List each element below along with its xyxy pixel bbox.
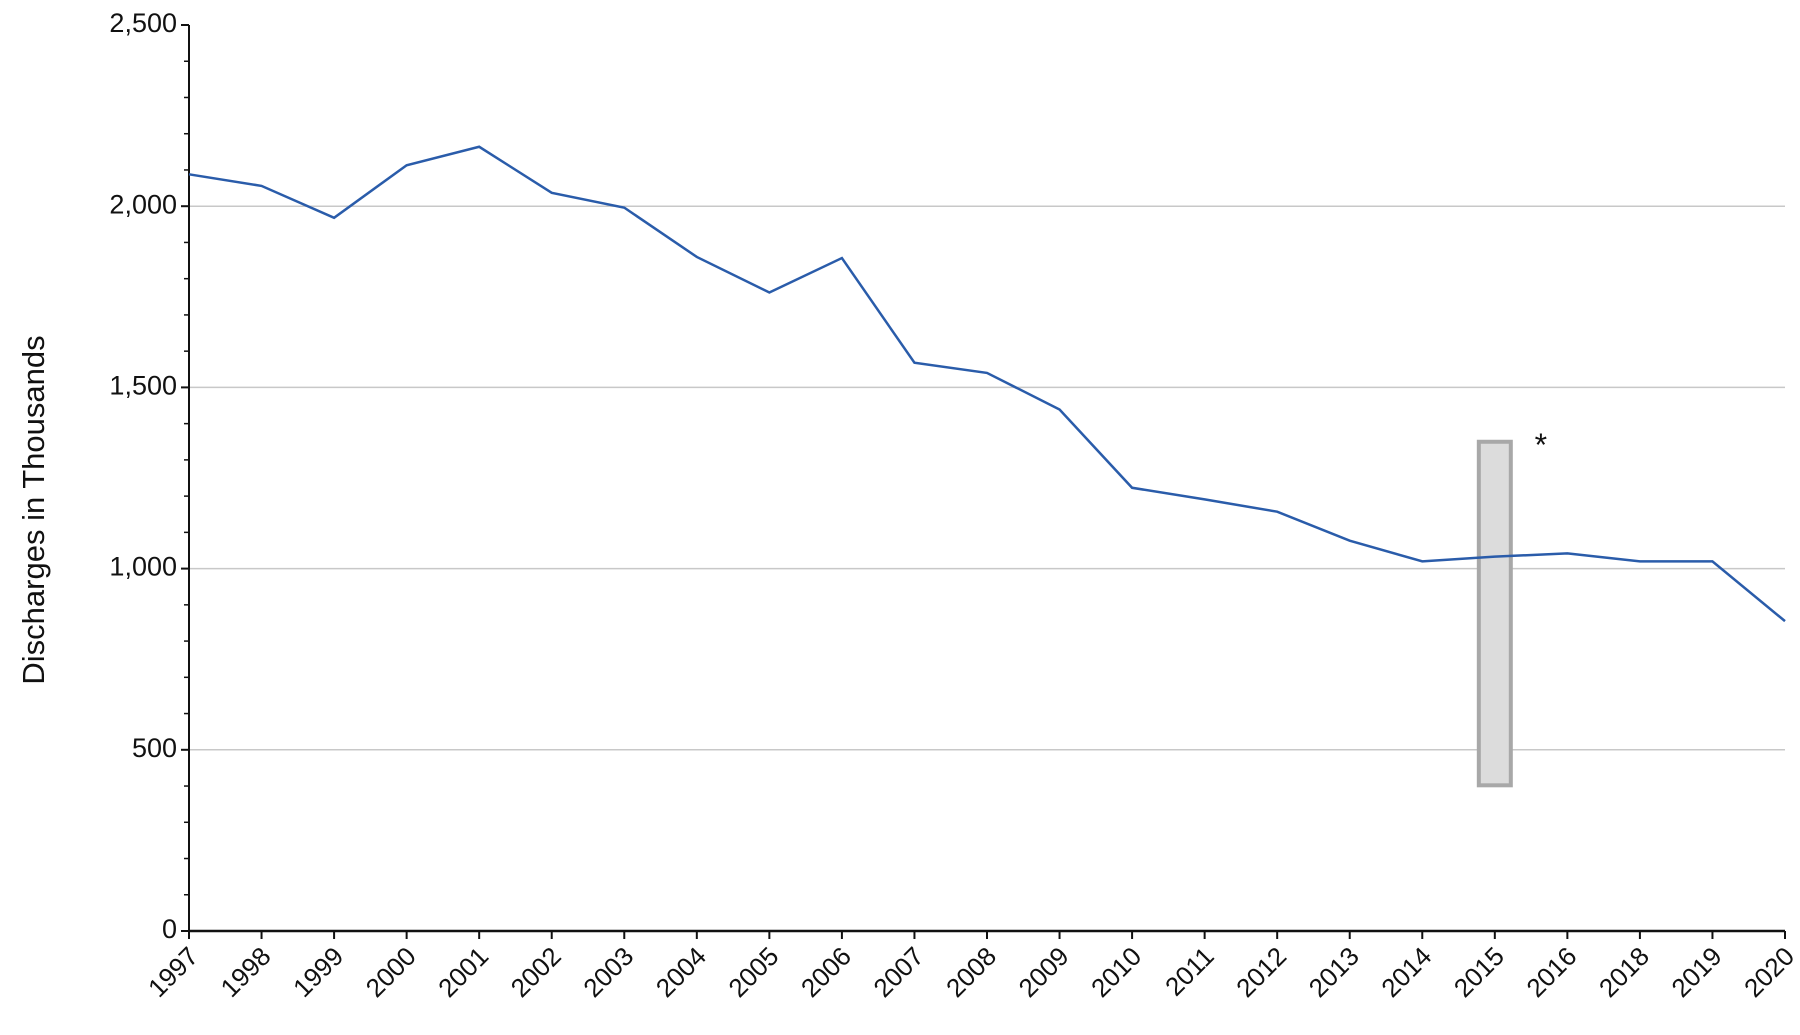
x-tick-label: 2008 (940, 941, 1002, 1003)
x-tick-label: 2004 (650, 941, 712, 1003)
break-band (1476, 439, 1513, 788)
data-line (188, 145, 1786, 623)
x-tick-label: 2003 (577, 941, 639, 1003)
break-annotation: * (1535, 427, 1547, 463)
y-tick-label: 500 (132, 733, 177, 763)
x-tick-label: 2011 (1159, 941, 1220, 1002)
x-tick-label: 1998 (215, 941, 277, 1003)
y-tick-label: 1,000 (109, 552, 177, 582)
x-tick-label: 2018 (1593, 941, 1655, 1003)
y-axis-label: Discharges in Thousands (16, 335, 51, 684)
x-tick-label: 2010 (1085, 941, 1147, 1003)
x-tick-label: 2002 (505, 941, 567, 1003)
y-tick-label: 2,000 (109, 189, 177, 219)
x-tick-label: 1997 (142, 941, 204, 1003)
y-tick-label: 2,500 (109, 8, 177, 38)
x-tick-label: 2000 (360, 941, 422, 1003)
x-tick-label: 2014 (1375, 941, 1437, 1003)
x-tick-label: 1999 (287, 941, 349, 1003)
x-tick-label: 2013 (1303, 941, 1365, 1003)
x-tick-label: 2019 (1665, 941, 1727, 1003)
y-tick-label: 1,500 (109, 371, 177, 401)
x-tick-label: 2020 (1738, 941, 1800, 1003)
x-tick-label: 2005 (722, 941, 784, 1003)
x-tick-label: 2016 (1520, 941, 1582, 1003)
x-tick-label: 2001 (432, 941, 494, 1003)
y-tick-label: 0 (162, 914, 177, 944)
x-tick-label: 2015 (1448, 941, 1510, 1003)
x-tick-label: 2012 (1230, 941, 1292, 1003)
x-tick-label: 2007 (867, 941, 929, 1003)
x-tick-label: 2009 (1013, 941, 1075, 1003)
x-tick-label: 2006 (795, 941, 857, 1003)
